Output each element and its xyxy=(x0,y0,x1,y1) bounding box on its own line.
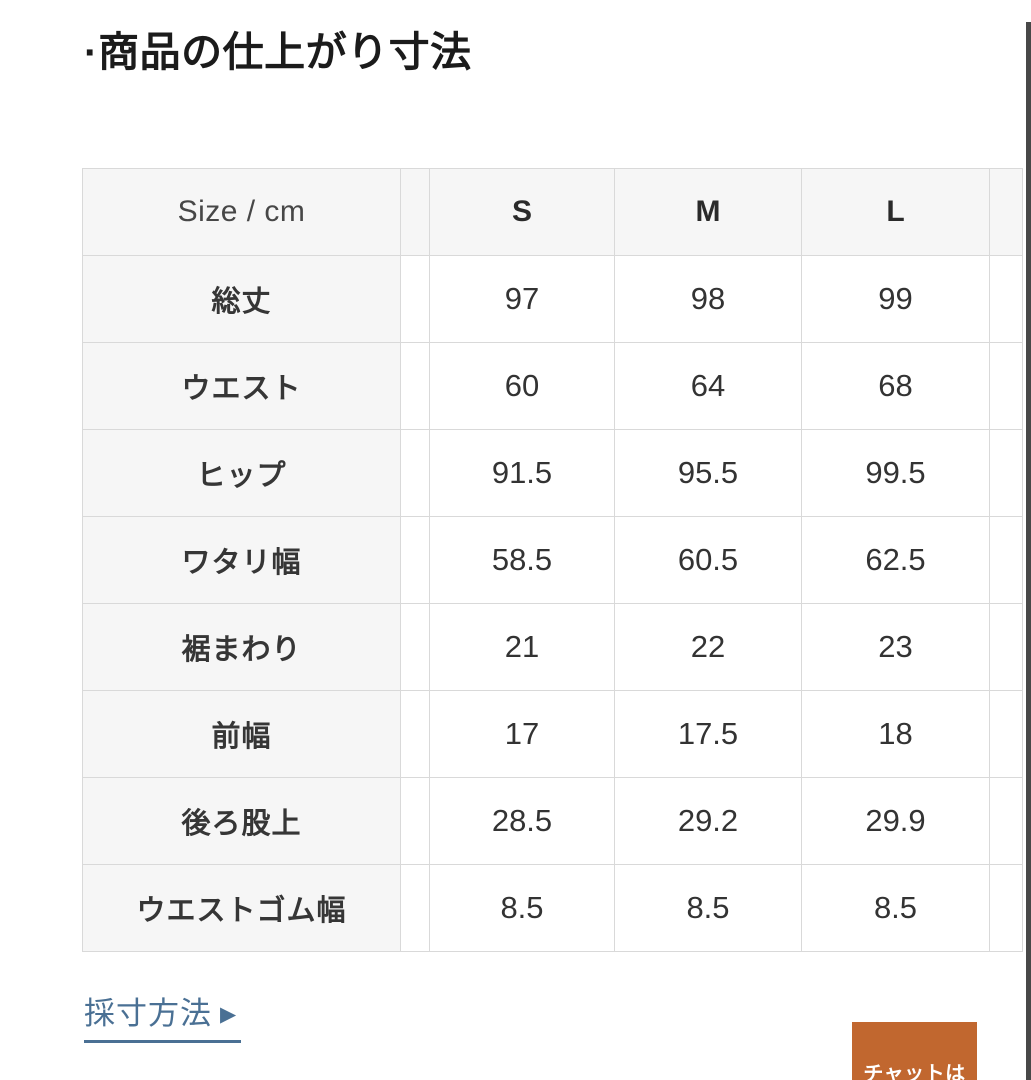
value-cell: 64 xyxy=(614,342,802,430)
row-label: ウエスト xyxy=(82,342,401,430)
value-cell: 99.5 xyxy=(801,429,990,517)
trailing-cell xyxy=(989,864,1023,952)
trailing-cell xyxy=(989,777,1023,865)
size-header-m: M xyxy=(614,168,802,256)
value-cell: 58.5 xyxy=(429,516,615,604)
size-header-l: L xyxy=(801,168,990,256)
value-cell: 22 xyxy=(614,603,802,691)
chat-button-label: チャットは xyxy=(863,1063,966,1080)
row-label: ヒップ xyxy=(82,429,401,517)
trailing-cell xyxy=(989,516,1023,604)
spacer-cell xyxy=(400,255,430,343)
right-triangle-icon: ▶ xyxy=(220,1003,238,1026)
size-table-body: 総丈 97 98 99 ウエスト 60 64 68 ヒップ 91.5 95.5 99.5 ワタリ幅 58.… xyxy=(82,255,1023,952)
row-label: ワタリ幅 xyxy=(82,516,401,604)
size-table-spacer-header-cell xyxy=(400,168,430,256)
value-cell: 8.5 xyxy=(429,864,615,952)
page-title: ·商品の仕上がり寸法 xyxy=(84,29,472,75)
row-label: 裾まわり xyxy=(82,603,401,691)
value-cell: 68 xyxy=(801,342,990,430)
table-row: ウエスト 60 64 68 xyxy=(82,342,1023,430)
value-cell: 60.5 xyxy=(614,516,802,604)
spacer-cell xyxy=(400,516,430,604)
value-cell: 95.5 xyxy=(614,429,802,517)
row-label: 後ろ股上 xyxy=(82,777,401,865)
value-cell: 29.9 xyxy=(801,777,990,865)
row-label: 前幅 xyxy=(82,690,401,778)
value-cell: 8.5 xyxy=(614,864,802,952)
value-cell: 97 xyxy=(429,255,615,343)
value-cell: 17 xyxy=(429,690,615,778)
table-row: ワタリ幅 58.5 60.5 62.5 xyxy=(82,516,1023,604)
table-row: 前幅 17 17.5 18 xyxy=(82,690,1023,778)
right-edge-bar xyxy=(1026,22,1031,1080)
trailing-cell xyxy=(989,255,1023,343)
spacer-cell xyxy=(400,864,430,952)
value-cell: 23 xyxy=(801,603,990,691)
table-row: ウエストゴム幅 8.5 8.5 8.5 xyxy=(82,864,1023,952)
value-cell: 60 xyxy=(429,342,615,430)
size-header-s: S xyxy=(429,168,615,256)
row-label: ウエストゴム幅 xyxy=(82,864,401,952)
value-cell: 8.5 xyxy=(801,864,990,952)
value-cell: 18 xyxy=(801,690,990,778)
table-row: ヒップ 91.5 95.5 99.5 xyxy=(82,429,1023,517)
trailing-cell xyxy=(989,342,1023,430)
spacer-cell xyxy=(400,690,430,778)
value-cell: 98 xyxy=(614,255,802,343)
size-table-corner-cell: Size / cm xyxy=(82,168,401,256)
value-cell: 17.5 xyxy=(614,690,802,778)
size-table-trailing-header-cell xyxy=(989,168,1023,256)
value-cell: 62.5 xyxy=(801,516,990,604)
chat-button[interactable]: チャットは xyxy=(852,1022,977,1080)
trailing-cell xyxy=(989,603,1023,691)
value-cell: 21 xyxy=(429,603,615,691)
spacer-cell xyxy=(400,429,430,517)
value-cell: 91.5 xyxy=(429,429,615,517)
value-cell: 29.2 xyxy=(614,777,802,865)
table-row: 後ろ股上 28.5 29.2 29.9 xyxy=(82,777,1023,865)
spacer-cell xyxy=(400,777,430,865)
measuring-method-label: 採寸方法 xyxy=(84,996,212,1031)
row-label: 総丈 xyxy=(82,255,401,343)
trailing-cell xyxy=(989,429,1023,517)
value-cell: 99 xyxy=(801,255,990,343)
spacer-cell xyxy=(400,603,430,691)
table-row: 総丈 97 98 99 xyxy=(82,255,1023,343)
table-row: 裾まわり 21 22 23 xyxy=(82,603,1023,691)
trailing-cell xyxy=(989,690,1023,778)
measuring-method-link[interactable]: 採寸方法 ▶ xyxy=(84,988,242,1043)
value-cell: 28.5 xyxy=(429,777,615,865)
spacer-cell xyxy=(400,342,430,430)
